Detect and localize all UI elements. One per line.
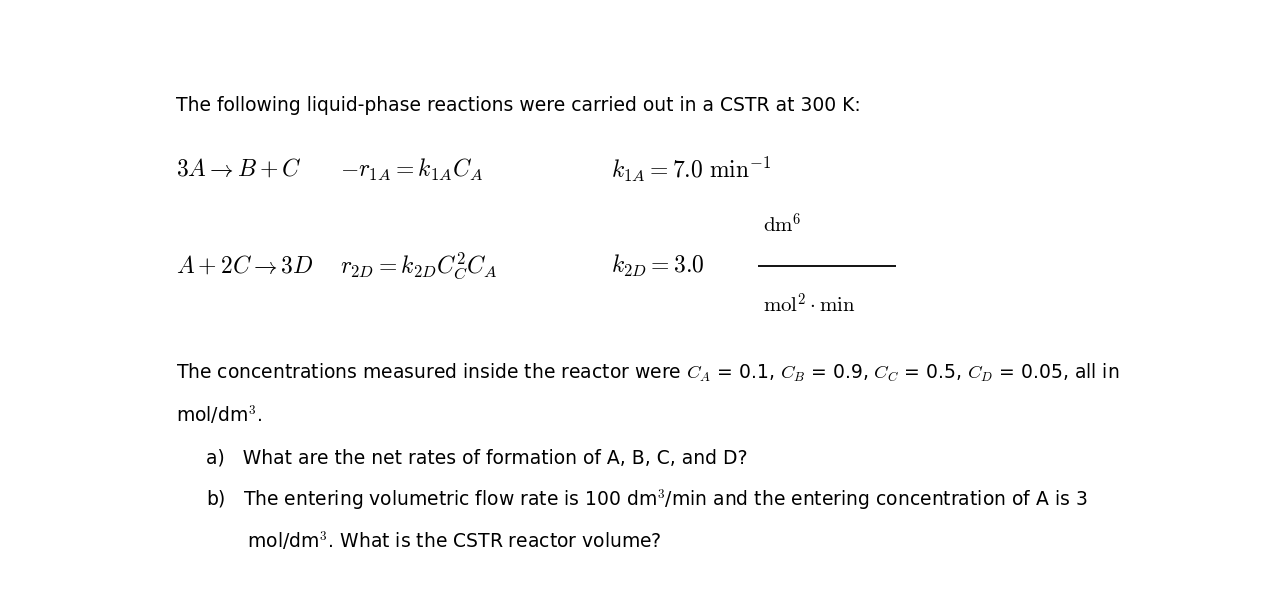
Text: $-r_{1A} = k_{1A}C_A$: $-r_{1A} = k_{1A}C_A$ <box>340 157 483 182</box>
Text: $\mathrm{dm}^6$: $\mathrm{dm}^6$ <box>763 213 801 237</box>
Text: b)   The entering volumetric flow rate is 100 dm$^3$/min and the entering concen: b) The entering volumetric flow rate is … <box>205 488 1087 513</box>
Text: mol/dm$^3$.: mol/dm$^3$. <box>176 403 262 426</box>
Text: $k_{2D} = 3.0$: $k_{2D} = 3.0$ <box>611 252 704 279</box>
Text: $A + 2C \rightarrow 3D$: $A + 2C \rightarrow 3D$ <box>176 254 314 277</box>
Text: The following liquid-phase reactions were carried out in a CSTR at 300 K:: The following liquid-phase reactions wer… <box>176 96 861 115</box>
Text: $k_{1A} = 7.0\ \mathrm{min}^{-1}$: $k_{1A} = 7.0\ \mathrm{min}^{-1}$ <box>611 155 771 184</box>
Text: $\mathrm{mol}^2 \cdot \mathrm{min}$: $\mathrm{mol}^2 \cdot \mathrm{min}$ <box>763 293 856 317</box>
Text: $3A \rightarrow B + C$: $3A \rightarrow B + C$ <box>176 158 302 181</box>
Text: a)   What are the net rates of formation of A, B, C, and D?: a) What are the net rates of formation o… <box>205 448 747 467</box>
Text: mol/dm$^3$. What is the CSTR reactor volume?: mol/dm$^3$. What is the CSTR reactor vol… <box>205 529 662 552</box>
Text: $r_{2D} = k_{2D}C_C^2 C_A$: $r_{2D} = k_{2D}C_C^2 C_A$ <box>340 250 498 281</box>
Text: The concentrations measured inside the reactor were $C_A$ = 0.1, $C_B$ = 0.9, $C: The concentrations measured inside the r… <box>176 362 1120 384</box>
